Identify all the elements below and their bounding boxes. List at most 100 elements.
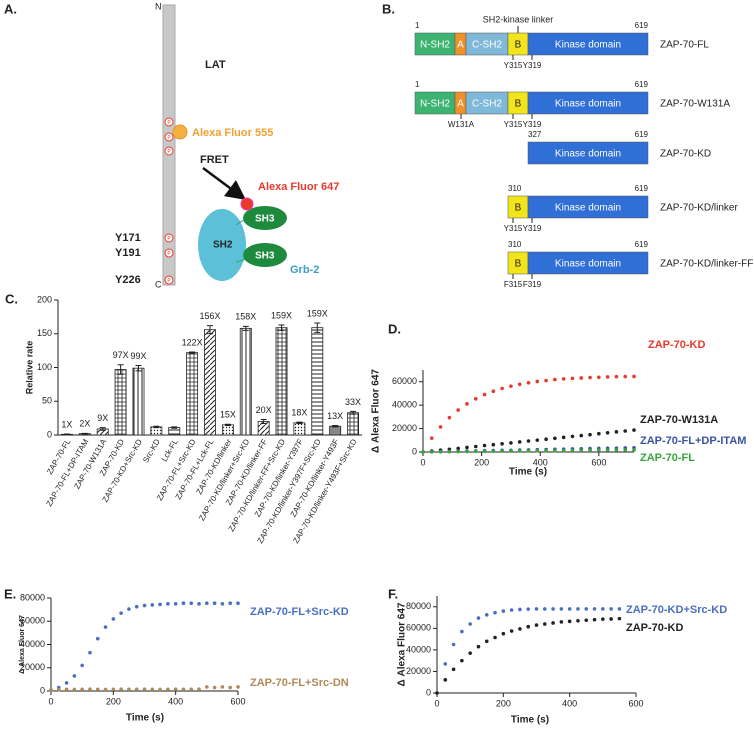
error-bar [63,433,70,436]
error-bar [117,364,124,375]
data-point [584,618,589,623]
data-point [482,392,487,397]
data-point [95,687,100,692]
data-point [103,687,108,692]
data-point [181,601,186,606]
data-point [561,435,566,440]
data-point [189,687,194,692]
error-bar [278,324,285,331]
data-point [561,448,566,453]
residue-end: 619 [635,184,649,193]
data-point [456,408,460,412]
fret-label: FRET [200,154,229,166]
data-point [559,607,564,611]
residue-end: 619 [635,130,649,139]
data-point [473,397,478,401]
bar [186,352,199,436]
data-point [119,687,123,691]
error-bar [171,426,178,429]
data-point [212,685,217,690]
phospho-site [164,248,174,258]
data-point [518,627,522,631]
y-tick-label: 50 [42,396,52,406]
value-label: 159X [307,308,328,318]
construct-name: ZAP-70-KD/linker-FF [660,259,753,270]
data-point [623,429,628,433]
data-point [456,446,460,451]
data-point [127,687,131,692]
value-label: 33X [345,397,361,407]
y-tick-label: 40000 [20,639,45,649]
data-point [173,687,178,691]
data-point [443,662,448,666]
data-point [228,601,233,606]
data-point [579,433,584,438]
data-point [553,448,557,453]
data-point [72,674,77,678]
data-point [605,448,610,452]
value-label: 13X [327,411,343,421]
data-point [438,449,443,454]
domain-label: B [515,259,522,270]
sh3-label: SH3 [255,251,275,262]
x-axis-label: Time (s) [511,715,549,726]
data-point [88,650,92,655]
grb2-label: Grb-2 [290,264,319,276]
domain-label: Kinase domain [555,149,621,160]
bar [150,426,163,436]
sh2-domain [198,209,246,281]
data-point [518,607,522,612]
data-point [605,375,610,379]
data-point [476,644,481,649]
data-point [220,602,225,606]
data-point [553,377,557,382]
legend-entry: ZAP-70-KD [648,339,706,351]
error-bar [189,351,196,354]
y-tick-label: 0 [40,685,45,695]
error-bar [314,322,321,333]
y-tick-label: 150 [37,328,52,338]
data-point [617,616,622,621]
domain-label: B [515,40,522,51]
data-point [142,603,147,608]
phospho-site [164,146,174,156]
data-point [64,687,69,692]
data-point [197,687,201,691]
data-point [517,382,522,387]
y-tick-label: 100 [37,362,52,372]
data-point [484,613,489,617]
data-point [491,389,496,394]
y-tick-label: 20000 [20,662,45,672]
data-point [465,445,469,450]
data-point [158,687,162,692]
domain [527,32,649,56]
data-point [592,617,597,622]
value-label: 97X [113,350,129,360]
data-point [509,608,514,612]
error-bar [224,423,231,427]
legend-entry: ZAP-70-W131A [640,414,718,426]
x-axis-label: Time (s) [509,467,547,478]
data-point [632,448,636,452]
data-point [588,448,592,453]
legend-entry: ZAP-70-FL+Src-KD [250,606,349,618]
data-point [482,443,487,448]
data-point [197,602,201,606]
data-point [509,441,513,445]
data-point [579,448,584,453]
data-point [484,639,489,644]
x-tick-label: 0 [434,698,439,708]
y-tick-label: 60000 [392,376,417,386]
residue-label: Y315 [504,120,523,129]
data-point [88,687,92,691]
fret-arrow [202,166,247,200]
site-label: Y226 [115,274,141,286]
bar [132,367,145,436]
data-point [501,631,506,636]
residue-start: 310 [508,240,522,249]
data-point [80,663,84,668]
data-point [465,402,469,406]
data-point [584,607,589,611]
data-point [142,687,147,691]
data-point [570,434,575,439]
